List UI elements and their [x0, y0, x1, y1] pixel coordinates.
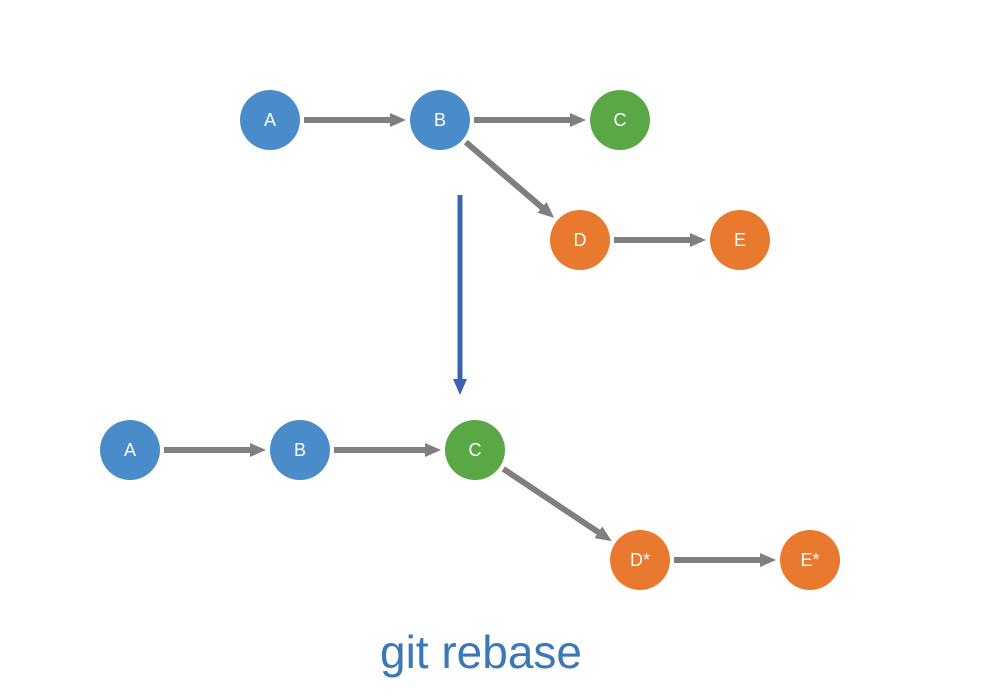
transition-arrow: [453, 195, 467, 395]
commit-label: C: [614, 110, 627, 131]
commit-label: E: [734, 230, 746, 251]
commit-label: D*: [630, 550, 650, 571]
commit-node-bot-b: B: [270, 420, 330, 480]
diagram-canvas: [0, 0, 1000, 700]
commit-label: E*: [800, 550, 819, 571]
edge-e-top-bc: [474, 113, 586, 127]
commit-node-top-e: E: [710, 210, 770, 270]
commit-label: B: [294, 440, 306, 461]
commit-node-top-d: D: [550, 210, 610, 270]
edge-e-bot-de: [674, 553, 776, 567]
commit-node-top-b: B: [410, 90, 470, 150]
commit-label: D: [574, 230, 587, 251]
edge-e-bot-ab: [164, 443, 266, 457]
commit-node-bot-d: D*: [610, 530, 670, 590]
commit-node-top-c: C: [590, 90, 650, 150]
commit-label: A: [124, 440, 136, 461]
edge-e-top-ab: [304, 113, 406, 127]
commit-label: A: [264, 110, 276, 131]
commit-node-bot-c: C: [445, 420, 505, 480]
commit-label: B: [434, 110, 446, 131]
edge-e-bot-cd: [503, 469, 611, 541]
commit-label: C: [469, 440, 482, 461]
edge-e-top-bd: [466, 142, 554, 218]
commit-node-top-a: A: [240, 90, 300, 150]
commit-node-bot-e: E*: [780, 530, 840, 590]
caption-text: git rebase: [380, 625, 582, 679]
edge-e-bot-bc: [334, 443, 441, 457]
commit-node-bot-a: A: [100, 420, 160, 480]
edge-e-top-de: [614, 233, 706, 247]
